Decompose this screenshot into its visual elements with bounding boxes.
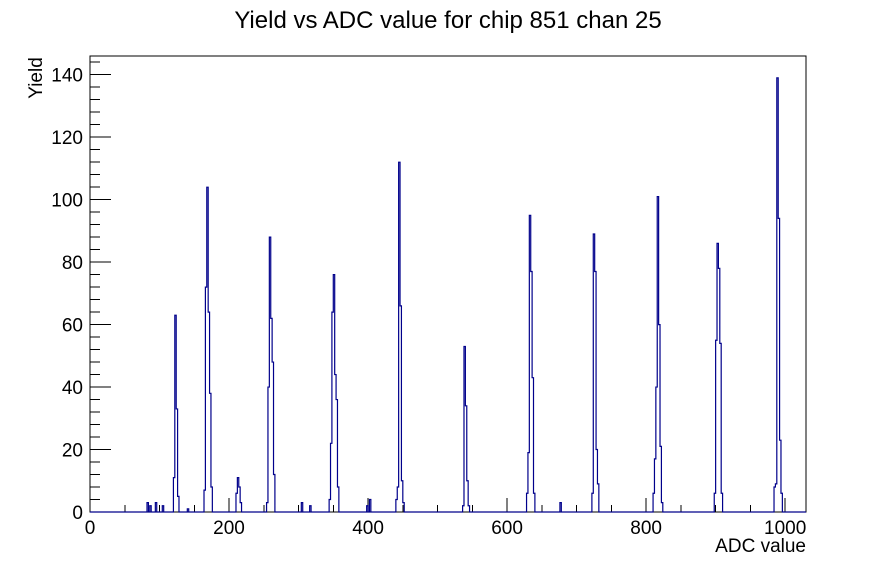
x-tick-label: 0 (85, 518, 96, 539)
y-axis-title: Yield (26, 57, 47, 99)
x-tick-label: 400 (352, 518, 384, 539)
y-tick-label: 60 (62, 316, 83, 337)
y-tick-label: 40 (62, 378, 83, 399)
y-tick-label: 80 (62, 253, 83, 274)
x-tick-label: 1000 (764, 518, 806, 539)
y-tick-label: 100 (51, 191, 83, 212)
y-tick-label: 0 (72, 503, 83, 524)
chart-title: Yield vs ADC value for chip 851 chan 25 (234, 7, 662, 34)
x-axis-title: ADC value (715, 536, 806, 557)
y-tick-label: 120 (51, 128, 83, 149)
x-tick-label: 200 (213, 518, 245, 539)
x-tick-label: 800 (630, 518, 662, 539)
y-tick-label: 140 (51, 66, 83, 87)
x-tick-label: 600 (491, 518, 523, 539)
histogram-line (90, 77, 806, 513)
plot-frame (89, 55, 807, 513)
y-tick-label: 20 (62, 441, 83, 462)
